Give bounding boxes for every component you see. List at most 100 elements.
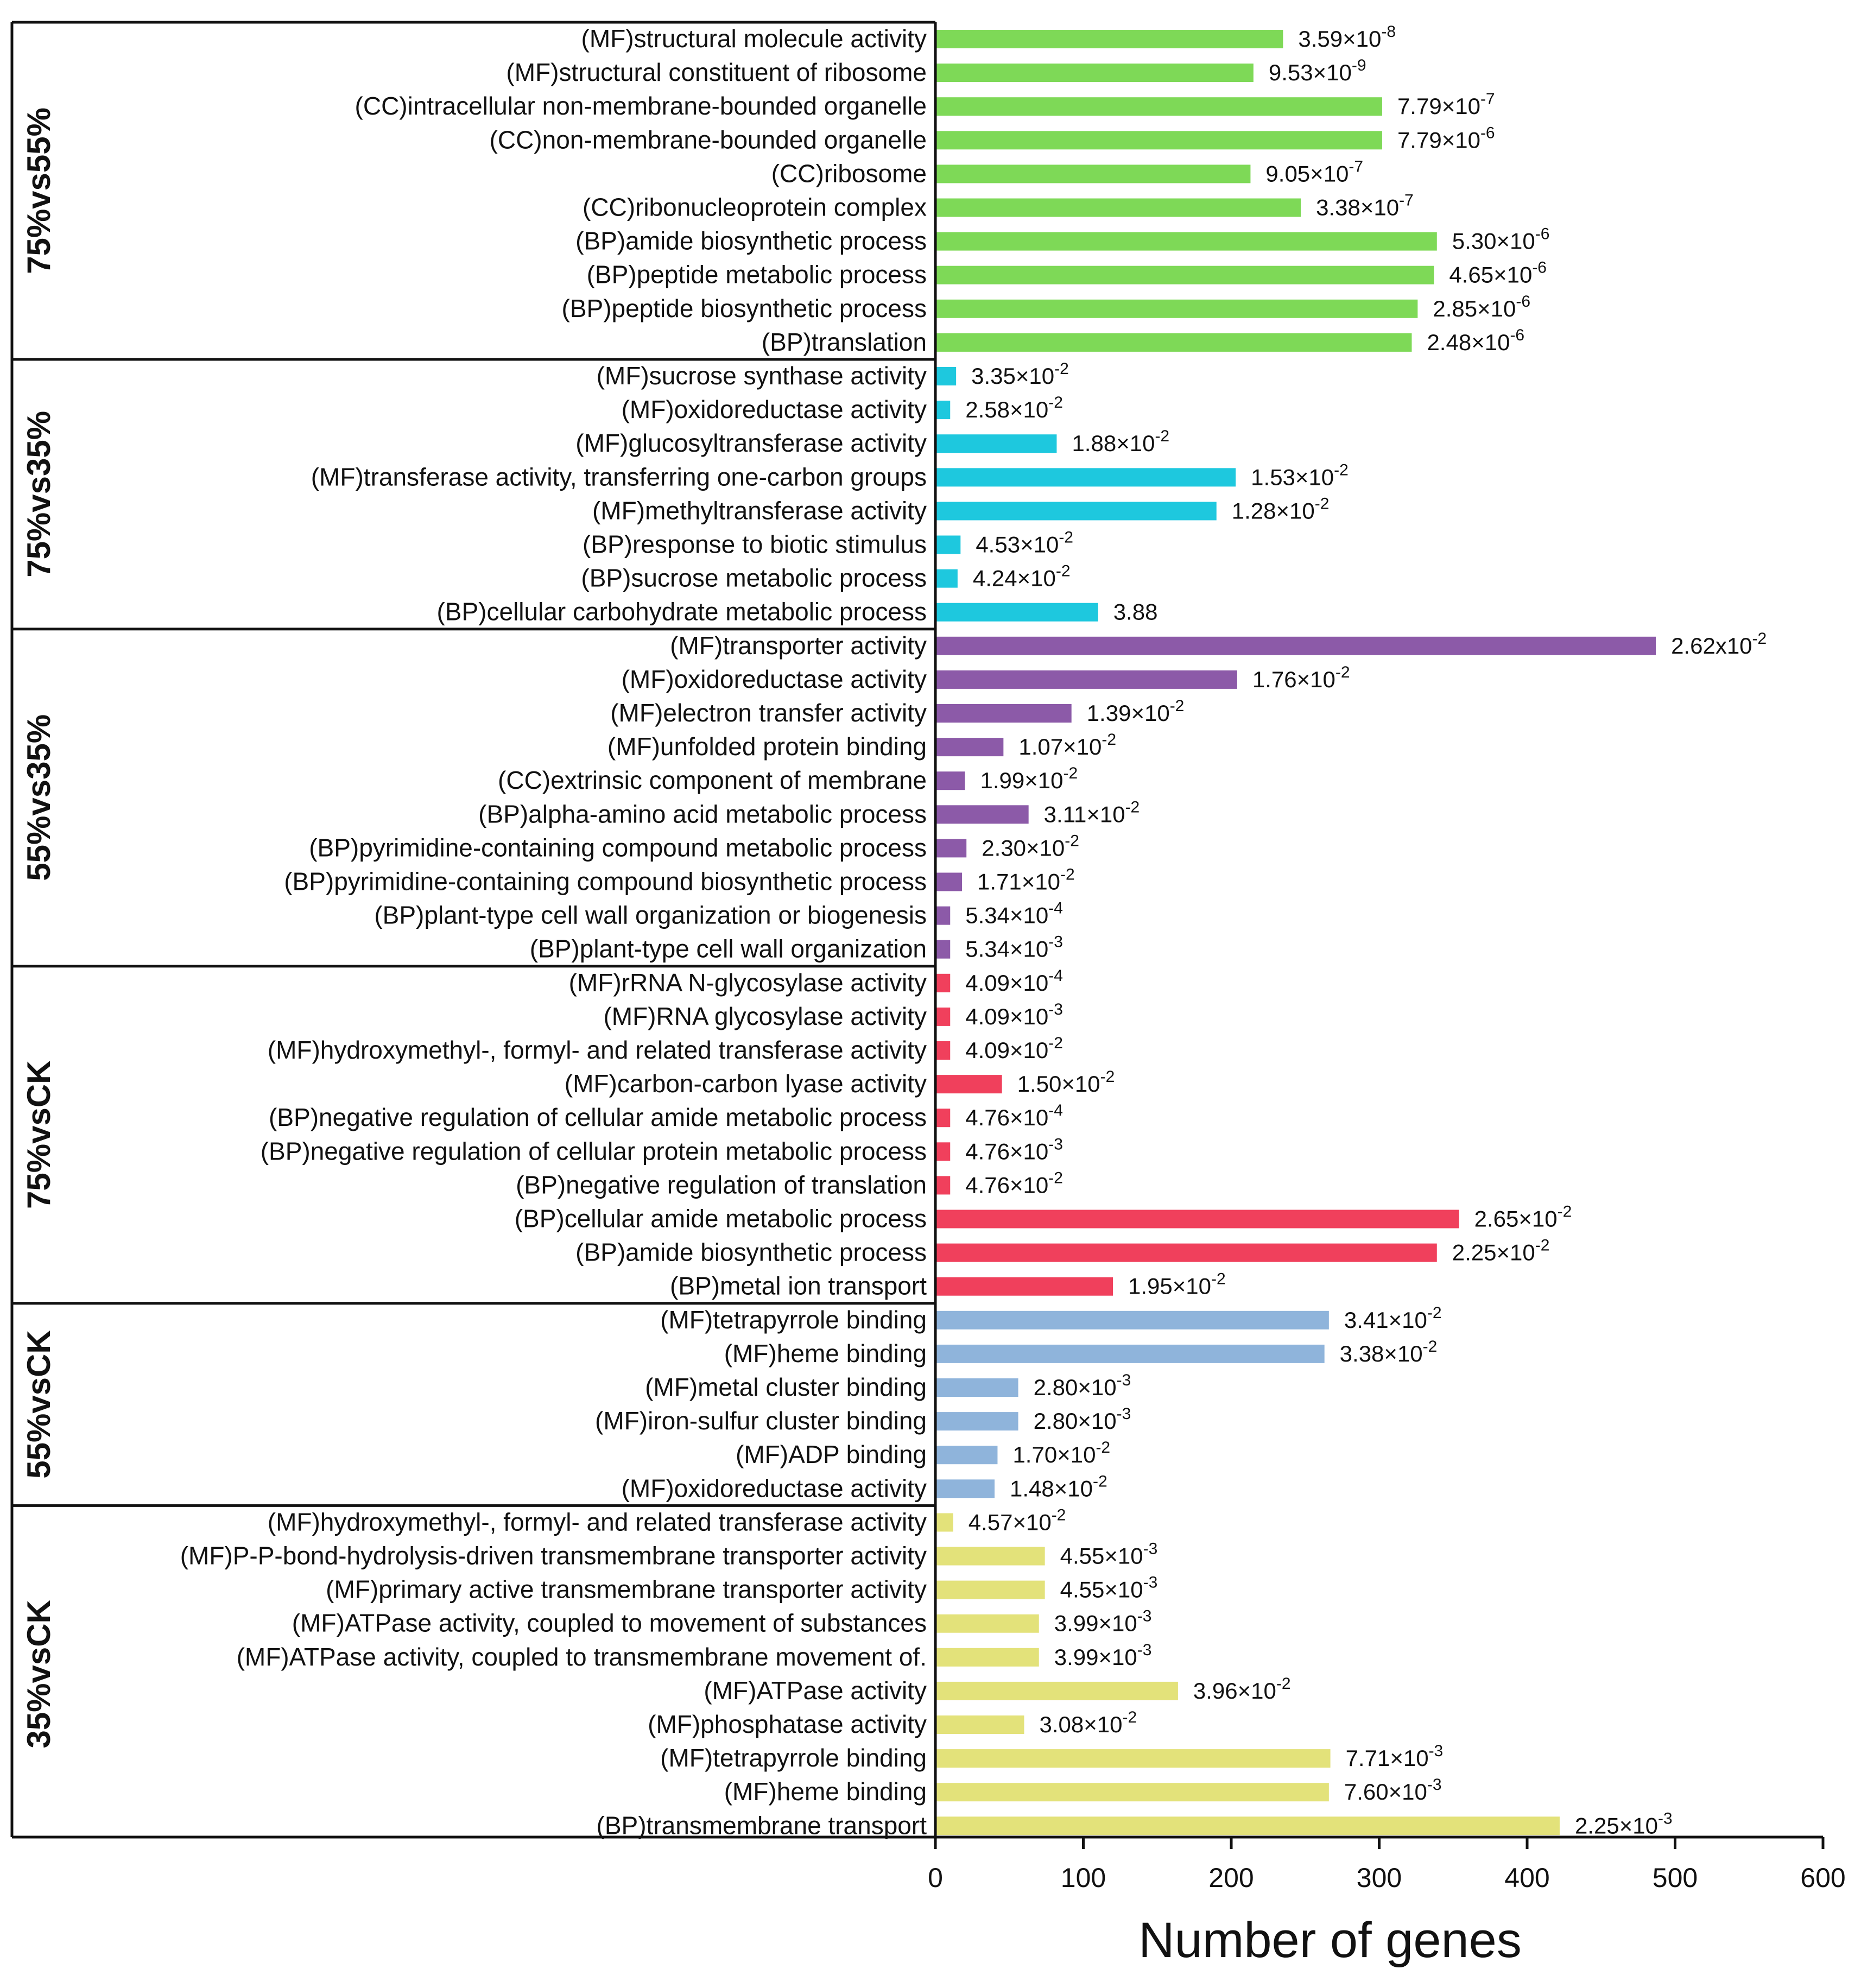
p-value-label: 3.96×10-2 bbox=[1193, 1675, 1291, 1704]
group-separators: 75%vs55% 75%vs35% 55%vs35% 75%vsCK 55%vsCK 35… bbox=[10, 21, 935, 1837]
category-label: (MF)methyltransferase activity bbox=[592, 496, 927, 524]
p-value-mantissa: 3.38 bbox=[1340, 1341, 1384, 1366]
bar bbox=[935, 502, 1217, 521]
category-label: (MF)RNA glycosylase activity bbox=[603, 1002, 927, 1030]
p-value-mantissa: 4.76 bbox=[965, 1138, 1010, 1164]
x-tick-label: 0 bbox=[928, 1863, 943, 1893]
bar bbox=[935, 367, 957, 385]
p-value-label: 4.53×10-2 bbox=[976, 529, 1073, 558]
category-label: (MF)iron-sulfur cluster binding bbox=[595, 1407, 927, 1435]
category-label: (MF)hydroxymethyl-, formyl- and related … bbox=[268, 1036, 927, 1064]
p-value-label: 4.76×10-4 bbox=[965, 1101, 1063, 1130]
p-value-exponent: -6 bbox=[1516, 293, 1530, 311]
category-label: (BP)sucrose metabolic process bbox=[581, 564, 927, 592]
p-value-mantissa: 7.71 bbox=[1346, 1745, 1390, 1771]
p-value-mantissa: 1.28 bbox=[1232, 498, 1276, 523]
p-value-mantissa: 5.34 bbox=[965, 903, 1010, 928]
p-value-mantissa: 4.09 bbox=[965, 1004, 1010, 1029]
category-label: (MF)heme binding bbox=[724, 1777, 927, 1806]
p-value-exponent: -4 bbox=[1048, 1101, 1063, 1119]
p-value-mantissa: 4.09 bbox=[965, 1037, 1010, 1063]
p-value-label: 2.30×10-2 bbox=[982, 832, 1079, 860]
p-value-label: 1.70×10-2 bbox=[1012, 1439, 1110, 1467]
p-value-mantissa: 1.48 bbox=[1010, 1476, 1054, 1501]
x-tick-label: 600 bbox=[1800, 1863, 1845, 1893]
p-value-exponent: -3 bbox=[1143, 1574, 1158, 1592]
p-value-mantissa: 4.65 bbox=[1449, 262, 1493, 288]
p-value-label: 4.76×10-3 bbox=[965, 1135, 1063, 1164]
category-label: (MF)ATPase activity, coupled to movement… bbox=[292, 1609, 927, 1637]
category-label: (MF)P-P-bond-hydrolysis-driven transmemb… bbox=[180, 1542, 927, 1570]
bar bbox=[935, 1176, 951, 1195]
category-label: (MF)tetrapyrrole binding bbox=[660, 1744, 927, 1772]
category-label: (BP)cellular amide metabolic process bbox=[515, 1205, 927, 1233]
p-value-exponent: -3 bbox=[1048, 933, 1063, 951]
p-value-mantissa: 5.34 bbox=[965, 936, 1010, 962]
bar bbox=[935, 704, 1072, 723]
category-label: (MF)rRNA N-glycosylase activity bbox=[569, 968, 927, 997]
p-value-mantissa: 1.99 bbox=[980, 768, 1025, 793]
p-value-exponent: -7 bbox=[1480, 90, 1495, 108]
p-value-exponent: -2 bbox=[1125, 798, 1140, 816]
p-value-label: 2.85×10-6 bbox=[1433, 293, 1530, 321]
p-value-label: 4.24×10-2 bbox=[973, 562, 1071, 591]
bar bbox=[935, 468, 1236, 487]
p-value-exponent: -2 bbox=[1100, 1068, 1115, 1086]
p-value-label: 2.62x10-2 bbox=[1671, 630, 1767, 659]
category-label: (MF)transporter activity bbox=[670, 631, 927, 660]
p-value-mantissa: 3.59 bbox=[1298, 26, 1343, 52]
category-label: (MF)metal cluster binding bbox=[645, 1373, 927, 1401]
x-tick-label: 400 bbox=[1504, 1863, 1549, 1893]
p-value-mantissa: 3.41 bbox=[1344, 1307, 1389, 1333]
p-value-mantissa: 3.99 bbox=[1054, 1611, 1099, 1636]
p-value-label: 3.08×10-2 bbox=[1040, 1708, 1137, 1737]
bar bbox=[935, 738, 1004, 757]
bar bbox=[935, 771, 965, 790]
p-value-mantissa: 4.76 bbox=[965, 1172, 1010, 1198]
p-value-exponent: -3 bbox=[1427, 1776, 1442, 1794]
p-value-mantissa: 7.79 bbox=[1397, 127, 1442, 153]
bar bbox=[935, 1210, 1459, 1229]
category-label: (BP)negative regulation of cellular prot… bbox=[261, 1137, 927, 1165]
p-value-mantissa: 2.80 bbox=[1034, 1375, 1078, 1400]
p-value-exponent: -2 bbox=[1048, 394, 1063, 411]
bar bbox=[935, 670, 1237, 689]
p-value-label: 2.58×10-2 bbox=[965, 394, 1063, 422]
category-label: (MF)phosphatase activity bbox=[648, 1710, 927, 1738]
bar bbox=[935, 64, 1254, 83]
bar bbox=[935, 603, 1098, 622]
bar bbox=[935, 636, 1656, 655]
p-value-label: 7.79×10-7 bbox=[1397, 90, 1495, 119]
p-value-label: 7.79×10-6 bbox=[1397, 124, 1495, 153]
p-value-label: 5.34×10-4 bbox=[965, 900, 1063, 928]
p-value-exponent: -2 bbox=[1276, 1675, 1291, 1693]
bar bbox=[935, 1075, 1002, 1094]
p-value-exponent: -2 bbox=[1334, 461, 1349, 479]
p-value-exponent: -7 bbox=[1399, 192, 1414, 210]
bar bbox=[935, 1479, 995, 1498]
p-value-exponent: -2 bbox=[1093, 1472, 1107, 1490]
bar bbox=[935, 805, 1029, 824]
p-value-mantissa: 3.96 bbox=[1193, 1678, 1238, 1704]
p-value-mantissa: 2.25 bbox=[1575, 1813, 1619, 1838]
category-label: (MF)hydroxymethyl-, formyl- and related … bbox=[268, 1508, 927, 1536]
bar bbox=[935, 1412, 1018, 1431]
category-label: (MF)sucrose synthase activity bbox=[597, 362, 927, 390]
category-label: (CC)ribosome bbox=[771, 159, 927, 187]
category-label: (BP)negative regulation of translation bbox=[516, 1170, 927, 1199]
p-value-mantissa: 4.55 bbox=[1060, 1577, 1105, 1603]
p-value-mantissa: 1.95 bbox=[1128, 1274, 1173, 1299]
p-value-label: 4.65×10-6 bbox=[1449, 259, 1547, 288]
bar bbox=[935, 1142, 951, 1161]
bar bbox=[935, 401, 951, 420]
p-value-label: 9.05×10-7 bbox=[1265, 157, 1363, 186]
p-value-label: 3.99×10-3 bbox=[1054, 1607, 1152, 1636]
bar bbox=[935, 1007, 951, 1026]
p-value-mantissa: 2.48 bbox=[1427, 330, 1471, 355]
p-value-mantissa: 4.55 bbox=[1060, 1543, 1105, 1569]
p-value-mantissa: 2.80 bbox=[1034, 1408, 1078, 1434]
bar bbox=[935, 198, 1301, 217]
bar bbox=[935, 1783, 1329, 1802]
bar bbox=[935, 1310, 1329, 1329]
